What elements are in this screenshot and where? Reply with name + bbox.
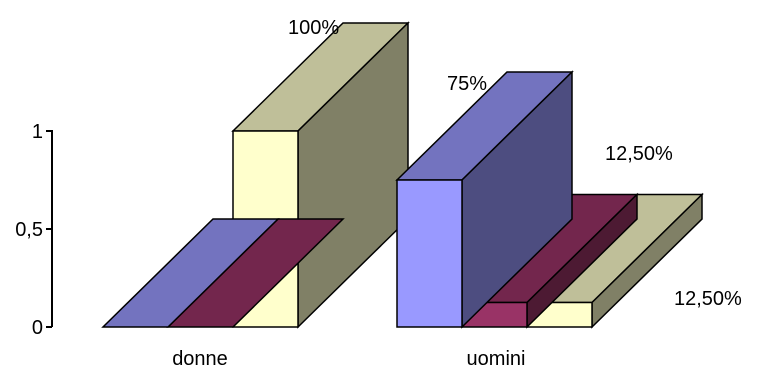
data-label: 100% bbox=[288, 17, 339, 39]
data-label: 75% bbox=[447, 73, 487, 95]
y-tick-label: 0,5 bbox=[15, 219, 43, 241]
bar-front-face bbox=[397, 180, 462, 327]
category-label-uomini: uomini bbox=[467, 348, 526, 369]
data-label: 12,50% bbox=[605, 143, 673, 165]
bars-group bbox=[103, 23, 702, 327]
y-axis: 00,51 bbox=[15, 121, 52, 339]
y-tick-label: 1 bbox=[32, 121, 43, 143]
category-label-donne: donne bbox=[172, 348, 228, 369]
data-label: 12,50% bbox=[674, 288, 742, 310]
y-tick-label: 0 bbox=[32, 317, 43, 339]
